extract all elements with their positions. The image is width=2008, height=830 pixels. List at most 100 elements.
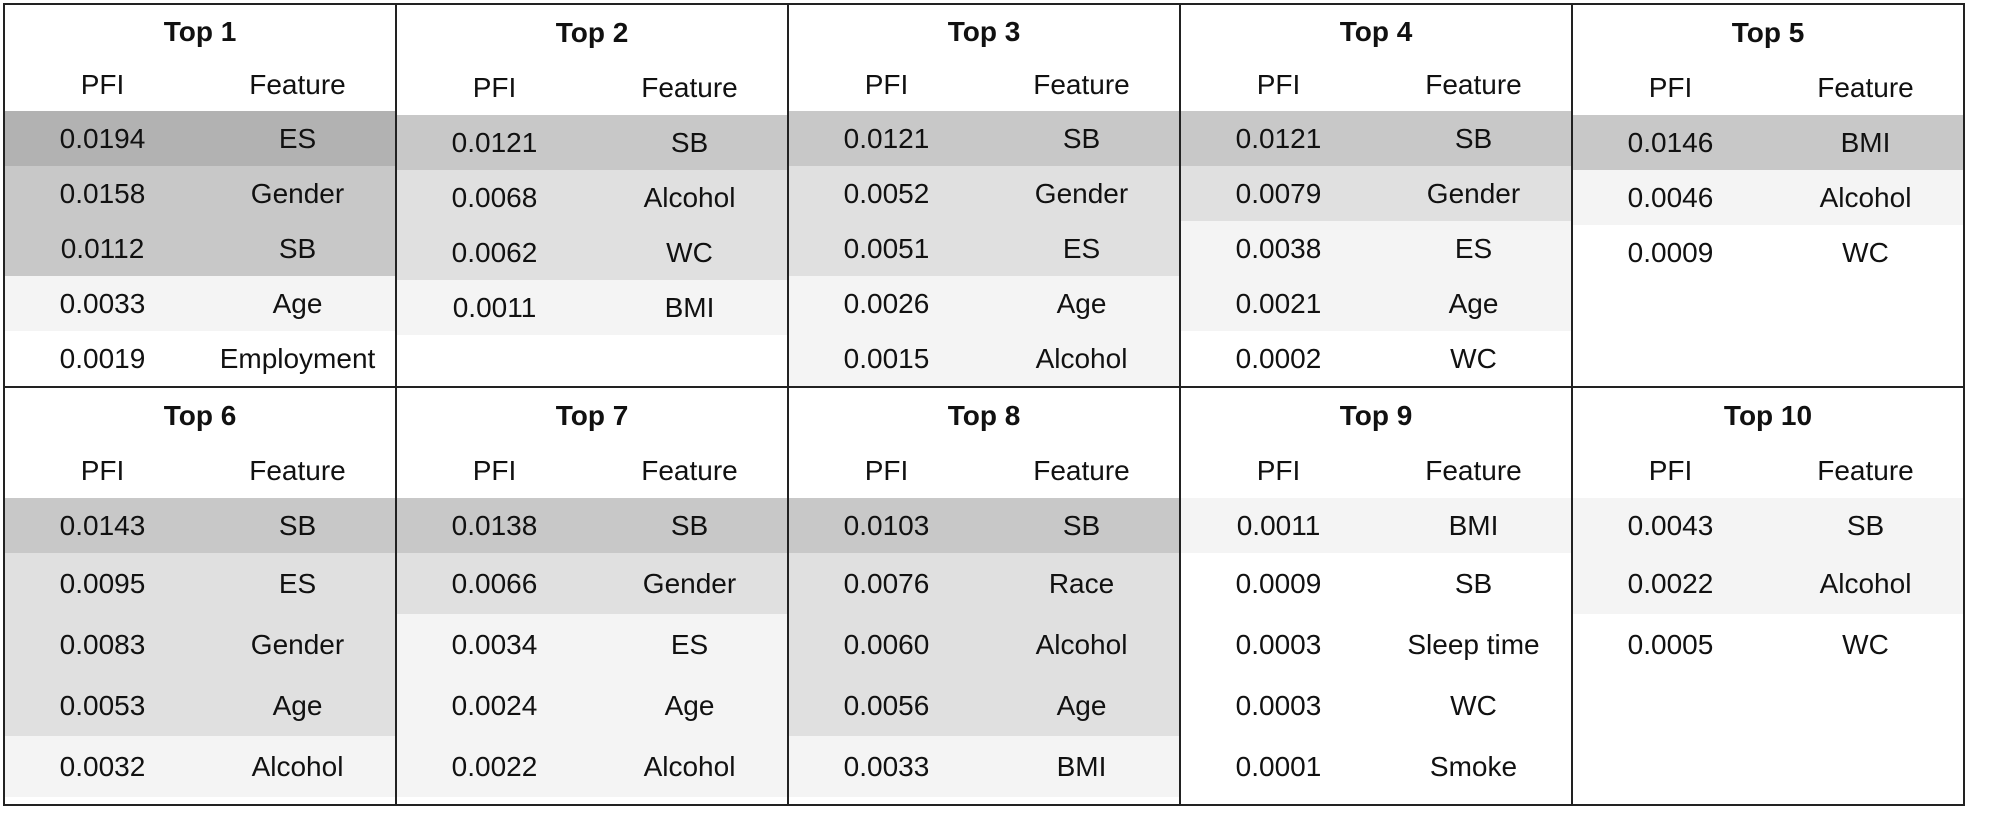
feature-header: Feature <box>1033 68 1130 100</box>
pfi-value: 0.0053 <box>59 689 146 721</box>
table-row: 0.0076 Race <box>789 553 1179 614</box>
feature-value: BMI <box>1056 750 1107 782</box>
pfi-value: 0.0095 <box>59 567 146 599</box>
table-row: 0.0121 SB <box>789 111 1179 166</box>
table-row: 0.0002 WC <box>1181 331 1571 386</box>
table-row: 0.0158 Gender <box>5 166 395 221</box>
group-body: 0.0121 SB 0.0079 Gender 0.0038 ES 0.0021 Age 0.0… <box>1181 111 1571 386</box>
table-row: 0.0026 Age <box>789 276 1179 331</box>
group-body: 0.0121 SB 0.0052 Gender 0.0051 ES 0.0026 Age 0.0… <box>789 111 1179 386</box>
table-row: 0.0062 WC <box>397 225 787 280</box>
group-title: Top 2 <box>555 16 629 48</box>
feature-header: Feature <box>1817 71 1914 103</box>
table-row: 0.0121 SB <box>397 115 787 170</box>
group-body: 0.0194 ES 0.0158 Gender 0.0112 SB 0.0033 Age 0.0… <box>5 111 395 386</box>
pfi-value: 0.0034 <box>451 628 538 660</box>
table-row: 0.0068 Alcohol <box>397 170 787 225</box>
feature-value: Age <box>1056 287 1107 319</box>
pfi-value: 0.0021 <box>1235 287 1322 319</box>
pfi-value: 0.0022 <box>1627 567 1714 599</box>
pfi-value: 0.0003 <box>1235 689 1322 721</box>
group-top-7: Top 7 PFI Feature 0.0138 SB 0.0066 Gender 0.003… <box>397 388 789 804</box>
feature-value: ES <box>1062 232 1101 264</box>
pfi-value: 0.0024 <box>451 689 538 721</box>
pfi-value: 0.0009 <box>1235 567 1322 599</box>
pfi-value: 0.0011 <box>452 291 537 323</box>
column-header-row: PFI Feature <box>1573 443 1963 498</box>
group-body: 0.0011 BMI 0.0009 SB 0.0003 Sleep time 0.0003 W… <box>1181 498 1571 797</box>
pfi-value: 0.0158 <box>59 177 146 209</box>
pfi-value: 0.0056 <box>843 689 930 721</box>
group-body: 0.0143 SB 0.0095 ES 0.0083 Gender 0.0053 Age 0.0… <box>5 498 395 797</box>
group-top-3: Top 3 PFI Feature 0.0121 SB 0.0052 Gender 0.005… <box>789 5 1181 386</box>
pfi-value: 0.0052 <box>843 177 930 209</box>
pfi-value: 0.0011 <box>1236 509 1321 541</box>
group-title: Top 8 <box>947 399 1021 431</box>
feature-header: Feature <box>249 68 346 100</box>
pfi-value: 0.0002 <box>1235 342 1322 374</box>
table-row: 0.0095 ES <box>5 553 395 614</box>
pfi-value: 0.0003 <box>1235 628 1322 660</box>
feature-header: Feature <box>641 454 738 486</box>
pfi-table: Top 1 PFI Feature 0.0194 ES 0.0158 Gender 0.011… <box>3 3 1965 806</box>
feature-header: Feature <box>1425 454 1522 486</box>
column-header-row: PFI Feature <box>397 443 787 498</box>
table-row: 0.0032 Alcohol <box>5 736 395 797</box>
group-top-8: Top 8 PFI Feature 0.0103 SB 0.0076 Race 0.0060 A… <box>789 388 1181 804</box>
group-title: Top 10 <box>1723 399 1813 431</box>
table-row: 0.0003 Sleep time <box>1181 614 1571 675</box>
table-row: 0.0001 Smoke <box>1181 736 1571 797</box>
group-body: 0.0103 SB 0.0076 Race 0.0060 Alcohol 0.0056 Age… <box>789 498 1179 797</box>
feature-value: Age <box>272 287 323 319</box>
column-header-row: PFI Feature <box>1181 443 1571 498</box>
feature-value: ES <box>278 567 317 599</box>
pfi-header: PFI <box>472 454 517 486</box>
pfi-value: 0.0076 <box>843 567 930 599</box>
table-row: 0.0033 Age <box>5 276 395 331</box>
table-row: 0.0194 ES <box>5 111 395 166</box>
feature-value: Gender <box>1034 177 1129 209</box>
group-top-4: Top 4 PFI Feature 0.0121 SB 0.0079 Gender 0.003… <box>1181 5 1573 386</box>
pfi-header: PFI <box>1648 71 1693 103</box>
feature-header: Feature <box>249 454 346 486</box>
feature-value: BMI <box>1840 126 1891 158</box>
table-row: 0.0015 Alcohol <box>789 331 1179 386</box>
feature-value: Employment <box>219 342 376 374</box>
pfi-value: 0.0033 <box>843 750 930 782</box>
group-title: Top 7 <box>555 399 629 431</box>
feature-value: ES <box>670 628 709 660</box>
table-row: 0.0009 SB <box>1181 553 1571 614</box>
group-title: Top 3 <box>947 15 1021 47</box>
group-top-2: Top 2 PFI Feature 0.0121 SB 0.0068 Alcohol 0.00… <box>397 5 789 386</box>
table-row: 0.0079 Gender <box>1181 166 1571 221</box>
feature-value: Sleep time <box>1407 628 1540 660</box>
feature-value: Alcohol <box>643 181 736 213</box>
table-row: 0.0056 Age <box>789 675 1179 736</box>
feature-header: Feature <box>641 71 738 103</box>
pfi-value: 0.0026 <box>843 287 930 319</box>
group-body: 0.0138 SB 0.0066 Gender 0.0034 ES 0.0024 Age 0.0… <box>397 498 787 797</box>
pfi-value: 0.0062 <box>451 236 538 268</box>
table-row: 0.0138 SB <box>397 498 787 553</box>
feature-value: SB <box>1846 509 1885 541</box>
group-top-10: Top 10 PFI Feature 0.0043 SB 0.0022 Alcohol 0.0… <box>1573 388 1963 804</box>
group-top-9: Top 9 PFI Feature 0.0011 BMI 0.0009 SB 0.0003 Sl… <box>1181 388 1573 804</box>
table-row: 0.0005 WC <box>1573 614 1963 675</box>
table-row: 0.0143 SB <box>5 498 395 553</box>
pfi-value: 0.0143 <box>59 509 146 541</box>
pfi-header: PFI <box>1256 454 1301 486</box>
pfi-value: 0.0005 <box>1627 628 1714 660</box>
pfi-value: 0.0033 <box>59 287 146 319</box>
pfi-value: 0.0083 <box>59 628 146 660</box>
pfi-value: 0.0121 <box>451 126 538 158</box>
group-title: Top 1 <box>163 15 237 47</box>
group-body: 0.0043 SB 0.0022 Alcohol 0.0005 WC <box>1573 498 1963 675</box>
pfi-header: PFI <box>1648 454 1693 486</box>
feature-value: BMI <box>1448 509 1499 541</box>
feature-value: SB <box>670 509 709 541</box>
pfi-value: 0.0138 <box>451 509 538 541</box>
group-title: Top 4 <box>1339 15 1413 47</box>
feature-value: BMI <box>664 291 715 323</box>
pfi-header: PFI <box>864 454 909 486</box>
feature-value: Race <box>1048 567 1115 599</box>
